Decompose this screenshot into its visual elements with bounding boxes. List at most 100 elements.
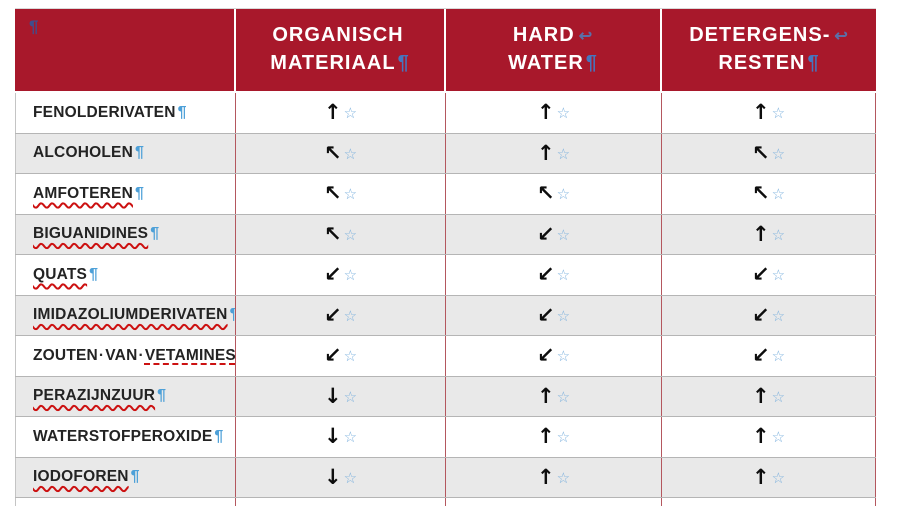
table-cell: ↑☆ (662, 498, 876, 506)
table-row: ↓☆↑☆↑☆ (15, 498, 876, 506)
row-label-cell: ZOUTEN·VAN·VETAMINES¶ (15, 336, 236, 376)
row-label-text: IODOFOREN (33, 468, 129, 486)
column-header-hard-water: HARD ↩ WATER ¶ (446, 9, 662, 93)
trend-arrow-down-left-icon: ↙ (751, 343, 770, 368)
star-icon: ☆ (343, 144, 358, 163)
trend-arrow-up-icon: ↑ (536, 424, 555, 449)
header-line: RESTEN ¶ (662, 50, 876, 77)
space-mark-icon: · (98, 346, 105, 364)
star-icon: ☆ (343, 185, 358, 204)
table-cell: ↖ ☆ (236, 133, 446, 173)
table-cell: ↙ ☆ (662, 336, 876, 376)
table-row: IMIDAZOLIUMDERIVATEN¶↙☆↙☆↙☆ (15, 295, 876, 336)
header-text: RESTEN (718, 52, 806, 74)
header-text: WATER (508, 52, 584, 74)
pilcrow-icon: ¶ (214, 427, 224, 445)
row-label-text: VAN (105, 346, 138, 364)
pilcrow-icon: ¶ (134, 184, 145, 202)
table-cell: ↑☆ (236, 93, 446, 133)
table-cell: ↑☆ (662, 214, 876, 254)
star-icon: ☆ (771, 387, 786, 406)
line-break-icon: ↩ (578, 28, 594, 45)
trend-arrow-up-left-icon: ↖ (751, 140, 770, 165)
table-cell: ↓☆ (236, 457, 446, 497)
table-row: BIGUANIDINES ¶ ↖ ☆ ↙ ☆ ↑ ☆ (15, 214, 876, 255)
trend-arrow-down-left-icon: ↙ (536, 262, 555, 287)
pilcrow-icon: ¶ (585, 52, 598, 74)
star-icon: ☆ (771, 185, 786, 204)
row-label-cell: IODOFOREN ¶ (15, 457, 236, 497)
star-icon: ☆ (771, 428, 786, 447)
star-icon: ☆ (771, 347, 786, 366)
star-icon: ☆ (556, 387, 571, 406)
row-label-cell: WATERSTOFPEROXIDE ¶ (15, 417, 236, 457)
pilcrow-icon: ¶ (29, 17, 39, 36)
table-cell: ↑☆ (662, 376, 876, 416)
header-line: MATERIAAL ¶ (236, 50, 444, 77)
row-label-text: ALCOHOLEN (33, 144, 133, 162)
table-row: QUATS ¶ ↙ ☆ ↙ ☆ ↙ ☆ (15, 255, 876, 296)
pilcrow-icon: ¶ (150, 225, 160, 243)
table-cell: ↓☆ (236, 376, 446, 416)
star-icon: ☆ (343, 428, 358, 447)
star-icon: ☆ (556, 428, 571, 447)
star-icon: ☆ (343, 266, 358, 285)
star-icon: ☆ (771, 306, 786, 325)
header-text: ORGANISCH (272, 24, 404, 46)
table-cell: ↖ ☆ (662, 133, 876, 173)
star-icon: ☆ (771, 144, 786, 163)
star-icon: ☆ (343, 306, 358, 325)
star-icon: ☆ (771, 225, 786, 244)
trend-arrow-up-icon: ↑ (751, 221, 770, 246)
trend-arrow-down-left-icon: ↙ (536, 302, 555, 327)
trend-arrow-up-icon: ↑ (751, 464, 770, 489)
star-icon: ☆ (343, 387, 358, 406)
pilcrow-icon: ¶ (130, 468, 140, 486)
row-label-text: PERAZIJNZUUR (33, 387, 156, 405)
row-label-cell: FENOLDERIVATEN ¶ (15, 93, 236, 133)
row-label-text: ZOUTEN (33, 346, 98, 364)
pilcrow-icon: ¶ (230, 306, 235, 324)
trend-arrow-up-icon: ↑ (751, 383, 770, 408)
table-row: FENOLDERIVATEN ¶ ↑ ☆ ↑ ☆ ↑ ☆ (15, 93, 876, 134)
star-icon: ☆ (556, 104, 571, 123)
star-icon: ☆ (771, 468, 786, 487)
table-cell: ↙ ☆ (446, 336, 662, 376)
table-cell: ↑☆ (446, 133, 662, 173)
pilcrow-icon: ¶ (89, 265, 99, 283)
row-label-cell: IMIDAZOLIUMDERIVATEN¶ (15, 295, 236, 335)
table-cell: ↖ ☆ (446, 174, 662, 214)
trend-arrow-up-icon: ↑ (751, 100, 770, 125)
trend-arrow-down-icon: ↓ (323, 464, 342, 489)
row-label-cell: AMFOTEREN ¶ (15, 174, 236, 214)
trend-arrow-up-icon: ↑ (751, 424, 770, 449)
star-icon: ☆ (556, 266, 571, 285)
star-icon: ☆ (343, 347, 358, 366)
line-break-icon: ↩ (834, 28, 849, 45)
pilcrow-icon: ¶ (807, 52, 820, 74)
table-cell: ↙ ☆ (446, 255, 662, 295)
pilcrow-icon: ¶ (134, 144, 145, 162)
pilcrow-icon: ¶ (397, 52, 410, 74)
disinfectants-table: ¶ ORGANISCH MATERIAAL ¶ HARD ↩ WATER ¶ DETE… (15, 8, 876, 506)
table-row: ALCOHOLEN ¶ ↖ ☆ ↑ ☆ ↖ ☆ (15, 133, 876, 174)
star-icon: ☆ (343, 468, 358, 487)
header-line: HARD ↩ (446, 22, 660, 50)
trend-arrow-up-left-icon: ↖ (323, 140, 342, 165)
table-cell: ↓☆ (236, 417, 446, 457)
table-header-row: ¶ ORGANISCH MATERIAAL ¶ HARD ↩ WATER ¶ DETE… (15, 9, 876, 93)
star-icon: ☆ (556, 144, 571, 163)
table-cell: ↙ ☆ (236, 295, 446, 335)
star-icon: ☆ (556, 347, 571, 366)
trend-arrow-down-left-icon: ↙ (323, 343, 342, 368)
row-label-text: AMFOTEREN (33, 184, 133, 202)
row-label-cell: ALCOHOLEN ¶ (15, 133, 236, 173)
star-icon: ☆ (771, 266, 786, 285)
trend-arrow-up-icon: ↑ (323, 100, 342, 125)
trend-arrow-down-left-icon: ↙ (536, 221, 555, 246)
trend-arrow-up-icon: ↑ (536, 140, 555, 165)
header-text: MATERIAAL (270, 52, 396, 74)
star-icon: ☆ (343, 225, 358, 244)
table-cell: ↓☆ (236, 498, 446, 506)
